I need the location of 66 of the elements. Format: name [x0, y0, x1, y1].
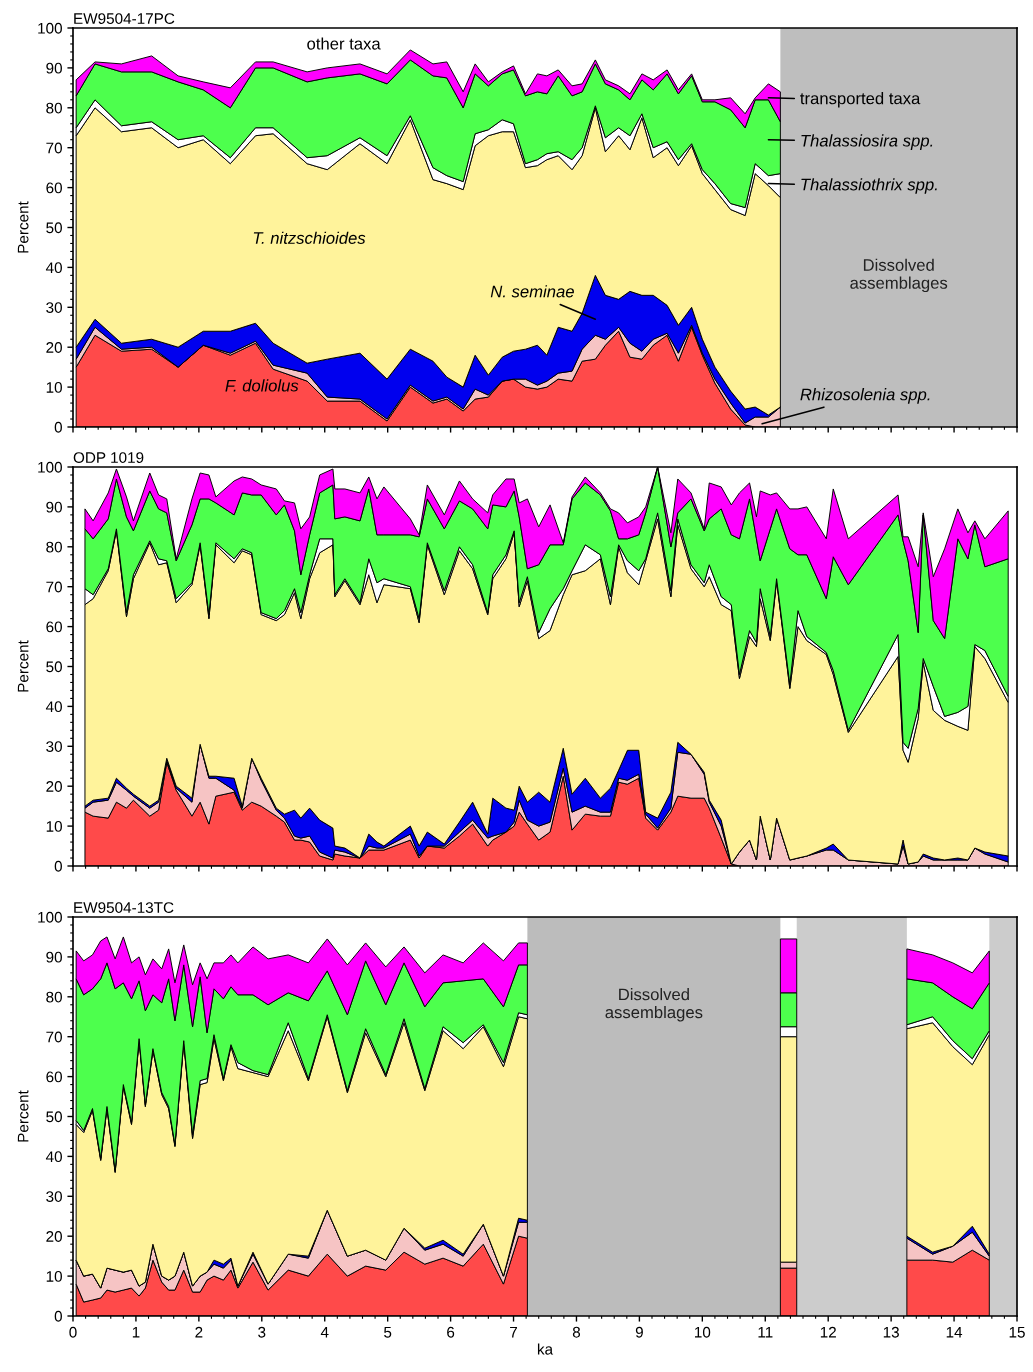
series-label: Rhizosolenia spp. — [800, 388, 930, 404]
y-tick-label: 60 — [46, 182, 62, 194]
band-label: Dissolved assemblages — [850, 258, 948, 293]
legend-label: Thalassiothrix spp. — [801, 178, 937, 194]
x-tick-label: 6 — [447, 1326, 455, 1338]
x-tick-label: 9 — [635, 1326, 643, 1338]
x-tick-label: 15 — [1009, 1326, 1025, 1338]
y-tick-label: 0 — [54, 860, 62, 872]
chart-title: EW9504-13TC — [74, 902, 174, 913]
y-tick-label: 40 — [45, 262, 62, 274]
y-tick-label: 90 — [46, 62, 62, 74]
x-tick-label: 11 — [758, 1326, 773, 1338]
y-tick-label: 10 — [46, 1270, 62, 1282]
y-tick-label: 30 — [46, 741, 62, 752]
y-tick-label: 60 — [46, 1071, 62, 1083]
y-tick-label: 10 — [46, 381, 62, 393]
y-tick-label: 50 — [46, 1111, 62, 1123]
y-tick-label: 40 — [45, 1151, 62, 1163]
y-tick-label: 80 — [46, 102, 62, 114]
y-axis-title: Percent — [17, 640, 29, 692]
x-tick-label: 10 — [695, 1326, 711, 1338]
x-tick-label: 8 — [572, 1326, 581, 1338]
y-tick-label: 80 — [46, 541, 62, 553]
legend-label: Thalassiosira spp. — [801, 134, 933, 150]
band-label: Dissolved assemblages — [605, 988, 703, 1022]
y-tick-label: 0 — [54, 421, 62, 433]
y-tick-label: 100 — [38, 22, 62, 34]
y-tick-label: 60 — [46, 621, 62, 633]
x-tick-label: 14 — [946, 1326, 963, 1338]
y-tick-label: 30 — [46, 1191, 62, 1202]
y-tick-label: 10 — [46, 820, 62, 832]
x-tick-label: 7 — [510, 1326, 518, 1338]
y-tick-label: 20 — [46, 781, 62, 792]
x-tick-label: 2 — [195, 1326, 203, 1338]
y-tick-label: 90 — [46, 951, 62, 963]
chart-title: EW9504-17PC — [74, 13, 175, 24]
series-label: T. nitzschioides — [253, 231, 366, 244]
y-tick-label: 100 — [38, 911, 62, 923]
y-tick-label: 100 — [38, 461, 62, 473]
x-tick-label: 3 — [258, 1326, 266, 1338]
x-tick-label: 5 — [384, 1326, 392, 1338]
series-label: N. seminae — [490, 285, 574, 298]
y-tick-label: 70 — [46, 142, 62, 154]
y-axis-title: Percent — [17, 1090, 29, 1142]
x-tick-label: 0 — [69, 1326, 77, 1338]
x-tick-label: 13 — [883, 1326, 899, 1338]
y-tick-label: 20 — [46, 1231, 62, 1242]
y-tick-label: 50 — [46, 222, 62, 234]
x-tick-label: 4 — [320, 1326, 329, 1338]
annotation: other taxa — [307, 37, 381, 50]
y-tick-label: 90 — [46, 501, 62, 513]
y-axis-title: Percent — [17, 201, 29, 253]
y-tick-label: 80 — [46, 991, 62, 1003]
x-tick-label: 12 — [820, 1326, 836, 1338]
y-tick-label: 40 — [45, 701, 62, 713]
series-label: F. doliolus — [225, 379, 299, 392]
y-tick-label: 30 — [46, 302, 62, 313]
x-tick-label: 1 — [132, 1326, 140, 1338]
legend-label: transported taxa — [800, 92, 921, 108]
y-tick-label: 50 — [46, 661, 62, 673]
y-tick-label: 20 — [46, 342, 62, 353]
x-axis-title: ka — [537, 1343, 554, 1355]
y-tick-label: 70 — [46, 581, 62, 593]
y-tick-label: 70 — [46, 1031, 62, 1043]
y-tick-label: 0 — [54, 1310, 62, 1322]
chart-title: ODP 1019 — [73, 452, 144, 463]
